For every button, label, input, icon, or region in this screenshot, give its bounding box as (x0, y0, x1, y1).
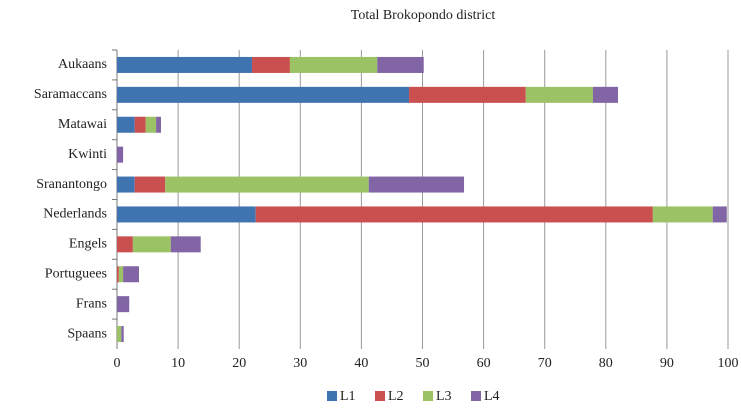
y-tick-label: Matawai (58, 117, 107, 132)
bar-segment (712, 206, 727, 223)
bar-segment (377, 56, 424, 73)
bar-segment (117, 326, 122, 343)
y-tick-label: Spaans (67, 326, 107, 341)
bar-segment (145, 116, 157, 133)
bar-segment (165, 176, 369, 193)
bar-segment (132, 236, 171, 253)
bar-segment (117, 206, 256, 223)
legend-swatch (327, 391, 337, 401)
y-tick-label: Kwinti (68, 147, 107, 162)
x-tick-label: 70 (538, 356, 552, 371)
y-tick-label: Sranantongo (36, 177, 107, 192)
legend-swatch (375, 391, 385, 401)
y-tick-label: Nederlands (43, 207, 107, 222)
legend-label: L2 (388, 389, 404, 404)
bar-segment (117, 236, 133, 253)
chart-title: Total Brokopondo district (351, 8, 496, 23)
y-tick-label: Portuguees (45, 266, 107, 281)
x-tick-label: 30 (293, 356, 307, 371)
bar-segment (134, 116, 146, 133)
y-tick-label: Saramaccans (34, 87, 107, 102)
x-tick-label: 0 (114, 356, 121, 371)
bar-segment (117, 86, 410, 103)
x-tick-label: 100 (718, 356, 739, 371)
x-tick-label: 20 (232, 356, 246, 371)
bar-segment (289, 56, 378, 73)
bar-segment (117, 176, 135, 193)
bar-segment (118, 266, 124, 283)
bar-segment (121, 326, 124, 343)
legend-label: L1 (340, 389, 356, 404)
bar-segment (156, 116, 161, 133)
legend-label: L3 (436, 389, 452, 404)
x-tick-label: 90 (660, 356, 674, 371)
bar-segment (652, 206, 713, 223)
x-tick-label: 40 (354, 356, 368, 371)
bar-segment (252, 56, 290, 73)
bar-segment (117, 296, 130, 313)
x-tick-label: 80 (599, 356, 613, 371)
bar-segment (525, 86, 593, 103)
bar-segment (409, 86, 526, 103)
x-tick-label: 50 (416, 356, 430, 371)
bar-segment (134, 176, 166, 193)
bar-segment (117, 266, 119, 283)
bar-segment (117, 116, 135, 133)
legend-label: L4 (484, 389, 500, 404)
legend-swatch (423, 391, 433, 401)
bar-segment (592, 86, 619, 103)
bar-segment (123, 266, 139, 283)
bar-segment (368, 176, 465, 193)
bar-segment (170, 236, 201, 253)
x-tick-label: 10 (171, 356, 185, 371)
legend-swatch (471, 391, 481, 401)
y-tick-label: Engels (69, 237, 107, 252)
bar-segment (117, 56, 253, 73)
x-tick-label: 60 (477, 356, 491, 371)
bar-segment (117, 146, 124, 163)
y-tick-label: Aukaans (58, 57, 107, 72)
y-tick-label: Frans (76, 296, 107, 311)
bar-segment (255, 206, 653, 223)
